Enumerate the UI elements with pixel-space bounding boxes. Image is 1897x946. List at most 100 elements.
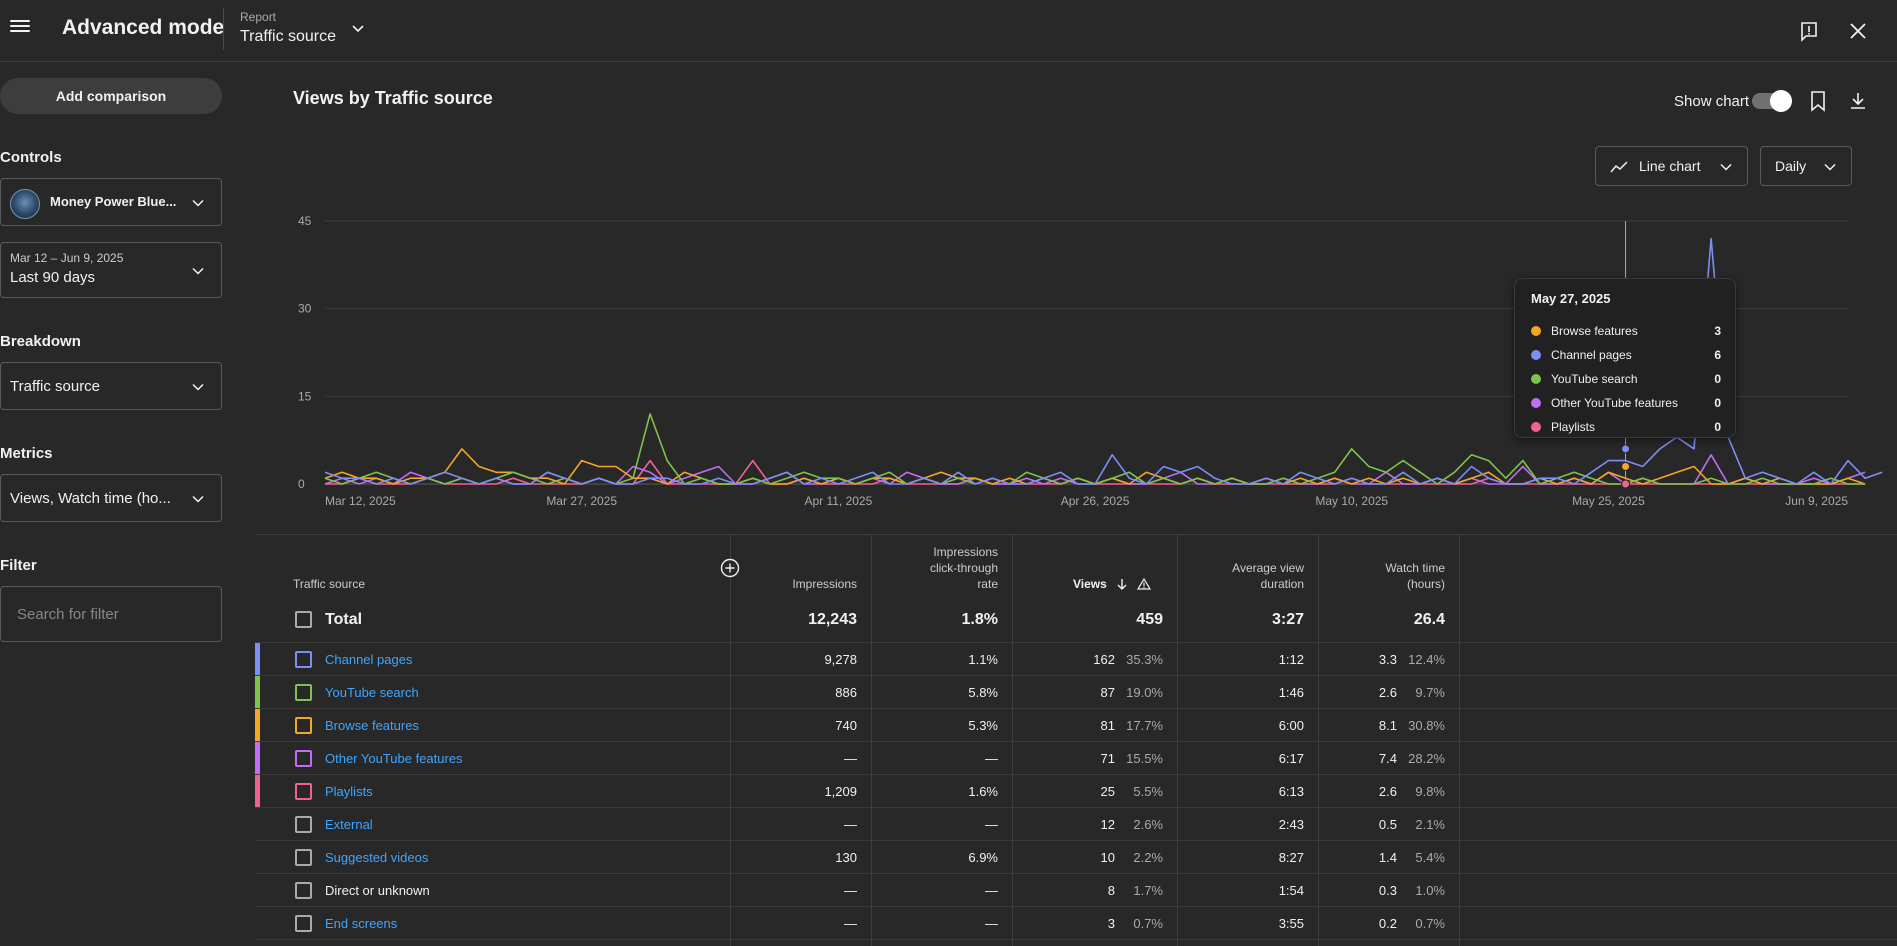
series-line[interactable] bbox=[324, 453, 1866, 485]
warning-icon[interactable] bbox=[1137, 577, 1151, 591]
x-tick-label: May 25, 2025 bbox=[1572, 494, 1645, 508]
header-impressions[interactable]: Impressions bbox=[792, 577, 857, 591]
breakdown-selector[interactable]: Traffic source bbox=[0, 362, 222, 410]
chevron-down-icon bbox=[1720, 163, 1732, 171]
interval-label: Daily bbox=[1775, 158, 1807, 174]
series-color-stripe bbox=[255, 775, 260, 807]
traffic-source-name: Direct or unknown bbox=[325, 882, 430, 898]
add-column-icon[interactable] bbox=[720, 558, 740, 578]
series-line[interactable] bbox=[324, 448, 1866, 485]
download-icon[interactable] bbox=[1846, 89, 1870, 113]
checkbox[interactable] bbox=[295, 849, 312, 866]
checkbox[interactable] bbox=[295, 684, 312, 701]
ctr-cell: — bbox=[985, 750, 998, 766]
watch-time-cell: 1.4 5.4% bbox=[1378, 849, 1445, 865]
chevron-down-icon bbox=[192, 267, 204, 275]
checkbox[interactable] bbox=[295, 750, 312, 767]
series-color-stripe bbox=[255, 742, 260, 774]
chevron-down-icon[interactable] bbox=[350, 21, 366, 37]
views-cell: 8 1.7% bbox=[1107, 882, 1163, 898]
tooltip-series-value: 0 bbox=[1714, 396, 1721, 410]
traffic-source-name[interactable]: Channel pages bbox=[325, 651, 413, 667]
filter-heading: Filter bbox=[0, 557, 37, 574]
table-row: End screens — — 3 0.7% 3:55 0.2 0.7% bbox=[255, 907, 1897, 940]
traffic-source-name[interactable]: YouTube search bbox=[325, 684, 419, 700]
filter-input[interactable]: Search for filter bbox=[0, 586, 222, 642]
traffic-source-name[interactable]: Playlists bbox=[325, 783, 373, 799]
legend-dot bbox=[1531, 398, 1541, 408]
date-range-selector[interactable]: Mar 12 – Jun 9, 2025 Last 90 days bbox=[0, 242, 222, 298]
watch-time-cell: 8.1 30.8% bbox=[1378, 717, 1445, 733]
chart-type-selector[interactable]: Line chart bbox=[1595, 146, 1748, 186]
traffic-source-name[interactable]: Other YouTube features bbox=[325, 750, 463, 766]
y-tick-label: 45 bbox=[298, 214, 312, 228]
controls-heading: Controls bbox=[0, 149, 62, 166]
metrics-value: Views, Watch time (ho... bbox=[10, 490, 171, 507]
impressions-cell: 740 bbox=[835, 717, 857, 733]
add-comparison-button[interactable]: Add comparison bbox=[0, 78, 222, 114]
checkbox[interactable] bbox=[295, 882, 312, 899]
tooltip-row: Browse features 3 bbox=[1531, 321, 1721, 341]
header-divider bbox=[223, 8, 224, 50]
views-cell: 12 2.6% bbox=[1100, 816, 1163, 832]
sort-down-icon[interactable] bbox=[1115, 577, 1129, 591]
bookmark-icon[interactable] bbox=[1806, 89, 1830, 113]
ctr-cell: 5.8% bbox=[968, 684, 998, 700]
ctr-cell: 1.6% bbox=[968, 783, 998, 799]
x-tick-label: Mar 12, 2025 bbox=[325, 494, 396, 508]
watch-time-cell: 2.6 9.8% bbox=[1378, 783, 1445, 799]
impressions-cell: 886 bbox=[835, 684, 857, 700]
hover-point bbox=[1621, 479, 1631, 489]
checkbox[interactable] bbox=[295, 651, 312, 668]
ctr-cell: 5.3% bbox=[968, 717, 998, 733]
traffic-source-name[interactable]: Browse features bbox=[325, 717, 419, 733]
interval-selector[interactable]: Daily bbox=[1760, 146, 1852, 186]
traffic-source-name[interactable]: End screens bbox=[325, 915, 398, 931]
table-row: Other YouTube features — — 71 15.5% 6:17 … bbox=[255, 742, 1897, 775]
header-watch-time[interactable]: Watch time (hours) bbox=[1385, 561, 1445, 591]
y-tick-label: 0 bbox=[298, 477, 305, 491]
x-tick-label: May 10, 2025 bbox=[1315, 494, 1388, 508]
tooltip-series-value: 6 bbox=[1714, 348, 1721, 362]
header-traffic-source[interactable]: Traffic source bbox=[293, 577, 366, 591]
feedback-icon[interactable] bbox=[1797, 19, 1821, 43]
tooltip-series-name: Other YouTube features bbox=[1551, 396, 1678, 410]
checkbox[interactable] bbox=[295, 717, 312, 734]
tooltip-row: Playlists 0 bbox=[1531, 417, 1721, 437]
total-ctr: 1.8% bbox=[961, 610, 998, 628]
impressions-cell: — bbox=[844, 882, 857, 898]
show-chart-toggle[interactable] bbox=[1752, 90, 1792, 112]
traffic-source-name[interactable]: External bbox=[325, 816, 373, 832]
close-icon[interactable] bbox=[1846, 19, 1870, 43]
tooltip-series-name: Channel pages bbox=[1551, 348, 1632, 362]
channel-selector[interactable]: Money Power Blue... bbox=[0, 178, 222, 226]
filter-placeholder: Search for filter bbox=[17, 606, 119, 623]
watch-time-cell: 3.3 12.4% bbox=[1378, 651, 1445, 667]
menu-icon[interactable] bbox=[8, 17, 32, 41]
series-line[interactable] bbox=[324, 237, 1883, 485]
checkbox[interactable] bbox=[295, 783, 312, 800]
total-avd: 3:27 bbox=[1271, 610, 1304, 628]
report-selector[interactable]: Traffic source bbox=[240, 28, 337, 45]
views-cell: 10 2.2% bbox=[1100, 849, 1163, 865]
header-ctr[interactable]: Impressions click-through rate bbox=[929, 545, 998, 591]
header-views[interactable]: Views bbox=[1073, 577, 1107, 591]
header-avg-view-duration[interactable]: Average view duration bbox=[1232, 561, 1304, 591]
checkbox[interactable] bbox=[295, 816, 312, 833]
impressions-cell: — bbox=[844, 750, 857, 766]
impressions-cell: 9,278 bbox=[824, 651, 857, 667]
impressions-cell: 1,209 bbox=[824, 783, 857, 799]
legend-dot bbox=[1531, 350, 1541, 360]
ctr-cell: — bbox=[985, 915, 998, 931]
traffic-source-name[interactable]: Suggested videos bbox=[325, 849, 429, 865]
chevron-down-icon bbox=[192, 199, 204, 207]
metrics-selector[interactable]: Views, Watch time (ho... bbox=[0, 474, 222, 522]
checkbox[interactable] bbox=[295, 611, 312, 628]
checkbox[interactable] bbox=[295, 915, 312, 932]
chart-tooltip: May 27, 2025 Browse features 3 Channel p… bbox=[1514, 278, 1736, 438]
tooltip-date: May 27, 2025 bbox=[1531, 291, 1611, 306]
hover-point bbox=[1621, 444, 1631, 454]
views-cell: 87 19.0% bbox=[1100, 684, 1163, 700]
breakdown-heading: Breakdown bbox=[0, 333, 81, 350]
